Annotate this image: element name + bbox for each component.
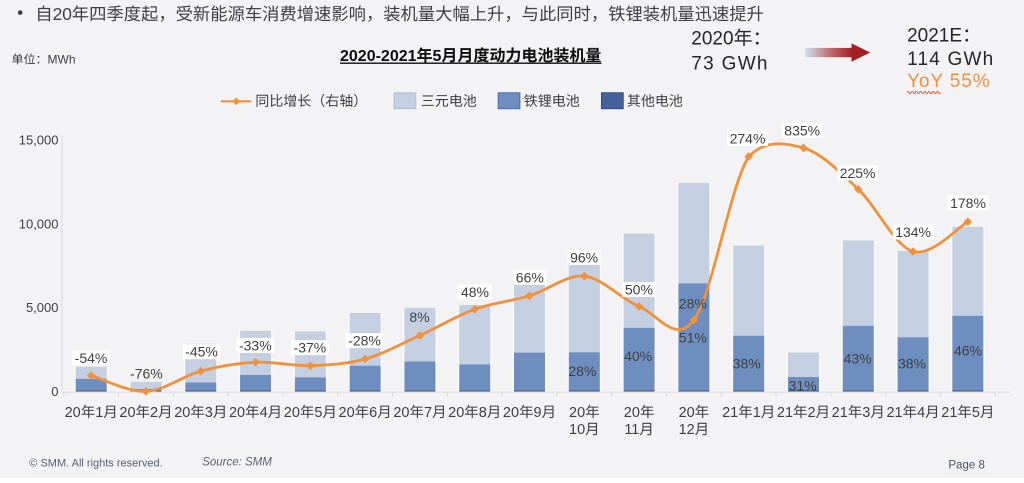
svg-text:20: 20 <box>284 405 300 421</box>
svg-text:© SMM. All rights reserved.: © SMM. All rights reserved. <box>29 458 162 470</box>
svg-text:2: 2 <box>808 405 816 421</box>
svg-text:96%: 96% <box>570 249 598 265</box>
svg-text:50%: 50% <box>625 281 653 297</box>
svg-text:6: 6 <box>369 405 377 421</box>
svg-text:-33%: -33% <box>239 337 272 353</box>
svg-text:835%: 835% <box>784 122 820 138</box>
svg-text:9: 9 <box>534 405 542 421</box>
svg-text:3: 3 <box>862 405 870 421</box>
svg-text:1: 1 <box>753 405 761 421</box>
svg-text:5: 5 <box>433 48 442 65</box>
svg-text:5,000: 5,000 <box>26 300 59 315</box>
svg-text:28%: 28% <box>568 363 596 379</box>
svg-text:11: 11 <box>624 422 639 438</box>
svg-text:21: 21 <box>777 405 793 421</box>
svg-text:20: 20 <box>503 405 519 421</box>
svg-text:0: 0 <box>51 384 58 399</box>
svg-text:2020: 2020 <box>691 29 733 50</box>
svg-text:MWh: MWh <box>48 53 76 67</box>
svg-text:28%: 28% <box>679 296 707 312</box>
svg-text:40%: 40% <box>624 348 652 364</box>
svg-text:2020-2021: 2020-2021 <box>340 48 417 65</box>
svg-text:12: 12 <box>679 422 695 438</box>
svg-text:46%: 46% <box>954 342 982 358</box>
svg-text:20: 20 <box>679 405 695 421</box>
svg-text:20: 20 <box>393 405 409 421</box>
svg-text:4: 4 <box>260 405 268 421</box>
svg-text:7: 7 <box>424 405 432 421</box>
svg-text:43%: 43% <box>844 351 872 367</box>
svg-text:21: 21 <box>832 405 848 421</box>
svg-text:20: 20 <box>119 405 135 421</box>
svg-text:1: 1 <box>95 405 103 421</box>
svg-text:20: 20 <box>65 405 81 421</box>
svg-text:10: 10 <box>569 422 585 438</box>
svg-text:73 GWh: 73 GWh <box>691 54 769 75</box>
svg-text:20: 20 <box>53 4 72 24</box>
svg-text:8%: 8% <box>409 309 429 325</box>
svg-text:21: 21 <box>886 405 902 421</box>
svg-text:YoY 55%: YoY 55% <box>907 71 990 92</box>
svg-text:5: 5 <box>314 405 322 421</box>
svg-text:15,000: 15,000 <box>19 133 59 148</box>
svg-text:20: 20 <box>624 405 640 421</box>
svg-text:48%: 48% <box>461 284 489 300</box>
svg-text:-37%: -37% <box>294 340 327 356</box>
svg-text:3: 3 <box>205 405 213 421</box>
svg-text:38%: 38% <box>733 355 761 371</box>
svg-text:20: 20 <box>229 405 245 421</box>
svg-text:20: 20 <box>448 405 464 421</box>
svg-text:21: 21 <box>722 405 738 421</box>
svg-text:20: 20 <box>569 405 585 421</box>
svg-text:-28%: -28% <box>348 333 381 349</box>
svg-text:8: 8 <box>479 405 487 421</box>
svg-text:225%: 225% <box>840 165 876 181</box>
svg-text:-45%: -45% <box>185 344 218 360</box>
svg-text:5: 5 <box>972 405 980 421</box>
svg-text:31%: 31% <box>789 377 817 393</box>
svg-text:2021E: 2021E <box>907 26 962 47</box>
svg-text:38%: 38% <box>898 355 926 371</box>
svg-text:66%: 66% <box>516 269 544 285</box>
svg-text:134%: 134% <box>895 224 931 240</box>
svg-text:114 GWh: 114 GWh <box>907 49 994 70</box>
svg-text:-76%: -76% <box>130 366 163 382</box>
svg-text:-54%: -54% <box>75 350 108 366</box>
svg-text:Source: SMM: Source: SMM <box>202 457 272 469</box>
svg-text:20: 20 <box>174 405 190 421</box>
svg-text:274%: 274% <box>730 131 766 147</box>
svg-text:21: 21 <box>941 405 957 421</box>
svg-text:Page 8: Page 8 <box>948 460 984 472</box>
svg-text:4: 4 <box>917 405 925 421</box>
svg-text:20: 20 <box>339 405 355 421</box>
svg-text:178%: 178% <box>950 195 986 211</box>
svg-text:2: 2 <box>150 405 158 421</box>
svg-text:51%: 51% <box>679 329 707 345</box>
svg-text:10,000: 10,000 <box>19 216 59 231</box>
